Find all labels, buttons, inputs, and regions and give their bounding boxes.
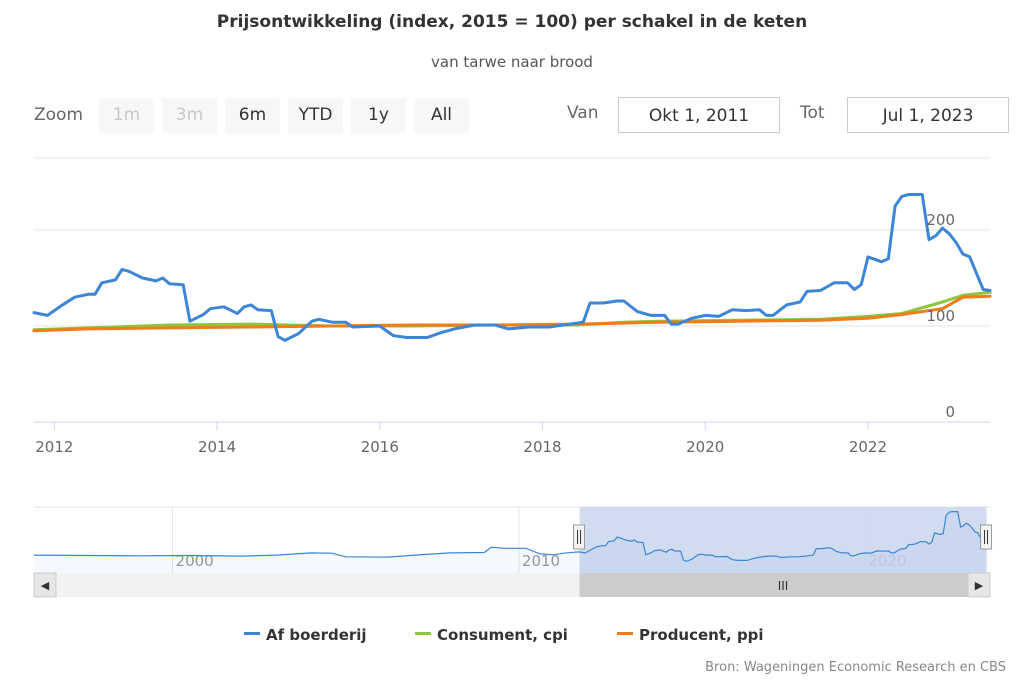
y-tick-label: 0 [945, 403, 955, 421]
series-line-af-boerderij [32, 193, 992, 342]
legend-swatch-blue [244, 632, 260, 635]
scroll-left-button[interactable] [33, 572, 57, 598]
series-line-producent-ppi [32, 294, 992, 333]
navigator-right-handle[interactable] [980, 524, 993, 550]
from-label: Van [567, 103, 599, 123]
legend-label: Producent, ppi [639, 626, 764, 644]
zoom-3m-button[interactable]: 3m [162, 98, 217, 133]
zoom-1y-button[interactable]: 1y [351, 98, 406, 133]
legend-swatch-orange [617, 632, 633, 635]
legend-item-producent-ppi[interactable]: Producent, ppi [617, 624, 764, 646]
y-tick-label: 200 [926, 211, 955, 229]
chart-subtitle: van tarwe naar brood [431, 53, 593, 71]
legend-item-af-boerderij[interactable]: Af boerderij [244, 624, 367, 646]
navigator-series-line [33, 511, 987, 563]
navigator-selection-mask [579, 507, 987, 573]
handle-body [573, 524, 586, 550]
to-date-input[interactable]: Jul 1, 2023 [847, 97, 1009, 133]
legend-label: Af boerderij [266, 626, 367, 644]
x-tick-label: 2012 [35, 438, 73, 456]
legend-label: Consument, cpi [437, 626, 568, 644]
legend: Af boerderij Consument, cpi Producent, p… [0, 624, 1024, 646]
scroll-right-button[interactable] [967, 572, 991, 598]
scroll-left-arrow-icon: ◀ [41, 579, 50, 592]
zoom-label: Zoom [34, 105, 84, 125]
x-tick-label: 2022 [849, 438, 887, 456]
x-tick-label: 2018 [523, 438, 561, 456]
zoom-all-button[interactable]: All [414, 98, 469, 133]
zoom-1m-button[interactable]: 1m [99, 98, 154, 133]
navigator-area [34, 511, 987, 573]
from-date-input[interactable]: Okt 1, 2011 [618, 97, 780, 133]
y-tick-label: 100 [926, 307, 955, 325]
chart-title: Prijsontwikkeling (index, 2015 = 100) pe… [216, 12, 808, 32]
zoom-ytd-button[interactable]: YTD [288, 98, 343, 133]
to-label: Tot [800, 103, 825, 123]
handle-body [980, 524, 993, 550]
x-tick-label: 2016 [361, 438, 399, 456]
x-tick-label: 2020 [686, 438, 724, 456]
x-tick-label: 2014 [198, 438, 236, 456]
scrollbar-thumb[interactable] [579, 573, 987, 597]
legend-item-consument-cpi[interactable]: Consument, cpi [415, 624, 568, 646]
scroll-right-arrow-icon: ▶ [975, 579, 984, 592]
navigator-left-handle[interactable] [573, 524, 586, 550]
navigator-year-label: 2000 [176, 552, 214, 570]
navigator-year-label: 2010 [522, 552, 560, 570]
credits: Bron: Wageningen Economic Research en CB… [705, 660, 1006, 675]
legend-swatch-green [415, 632, 431, 635]
scrollbar-grip: III [778, 579, 789, 593]
zoom-6m-button[interactable]: 6m [225, 98, 280, 133]
